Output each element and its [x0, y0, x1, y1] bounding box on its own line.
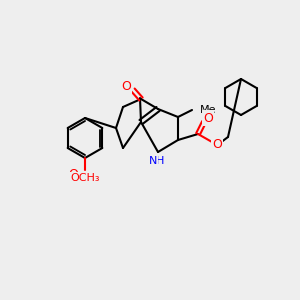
Text: OCH₃: OCH₃ [70, 173, 100, 183]
Text: Me: Me [200, 105, 217, 115]
Text: N: N [149, 156, 157, 166]
Text: O: O [68, 169, 78, 182]
Text: O: O [212, 139, 222, 152]
Text: O: O [203, 112, 213, 124]
Text: CH: CH [88, 172, 102, 182]
Text: H: H [156, 156, 164, 166]
Text: O: O [121, 80, 131, 94]
